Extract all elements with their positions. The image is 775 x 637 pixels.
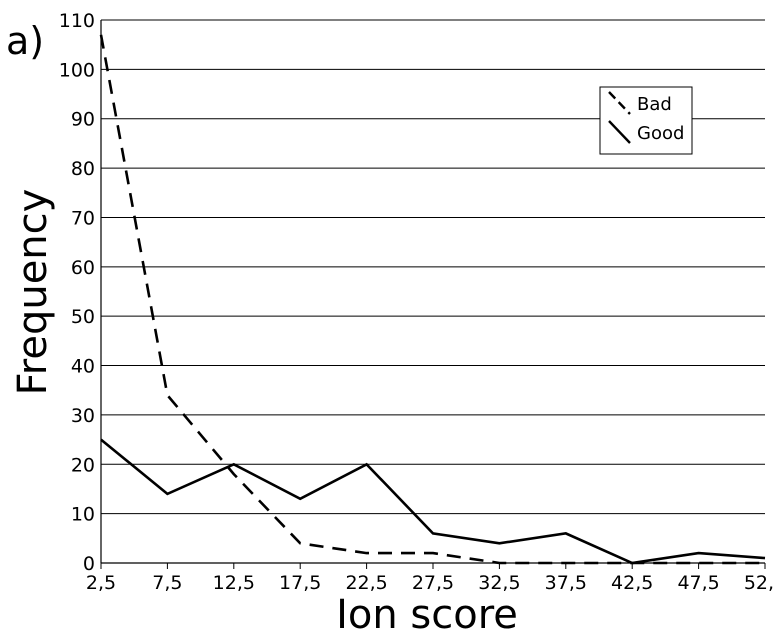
y-tick-label: 80 — [71, 158, 95, 180]
y-tick-label: 40 — [71, 356, 95, 378]
x-tick-label: 52,5 — [744, 572, 775, 594]
x-axis-title: Ion score — [336, 592, 518, 637]
y-tick-label: 90 — [71, 109, 95, 131]
legend-swatch-bad — [608, 91, 631, 115]
legend-label-good: Good — [637, 123, 684, 144]
x-tick-label: 27,5 — [412, 572, 454, 594]
y-tick-label: 30 — [71, 405, 95, 427]
y-tick-labels: 0 10 20 30 40 50 60 70 80 90 100 110 — [59, 10, 95, 575]
legend: Bad Good — [599, 86, 693, 155]
x-tick-label: 42,5 — [611, 572, 653, 594]
x-tick-label: 2,5 — [86, 572, 116, 594]
y-tick-label: 10 — [71, 504, 95, 526]
series-line-bad — [99, 34, 765, 565]
y-tick-label: 100 — [59, 59, 95, 81]
y-tick-label: 0 — [83, 553, 95, 575]
y-tick-label: 110 — [59, 10, 95, 32]
series-lines — [99, 34, 766, 565]
x-tick-label: 32,5 — [478, 572, 520, 594]
x-tick-label: 17,5 — [279, 572, 321, 594]
legend-swatch-good — [608, 120, 631, 144]
y-tick-label: 20 — [71, 454, 95, 476]
y-tick-label: 60 — [71, 257, 95, 279]
legend-label-bad: Bad — [637, 94, 672, 115]
x-tick-label: 22,5 — [345, 572, 387, 594]
x-tick-label: 37,5 — [545, 572, 587, 594]
series-line-good — [100, 438, 766, 565]
y-tick-label: 50 — [71, 306, 95, 328]
y-axis-title: Frequency — [10, 189, 56, 396]
panel-label: a) — [6, 19, 44, 63]
x-tick-label: 12,5 — [213, 572, 255, 594]
x-tick-label: 7,5 — [152, 572, 182, 594]
x-tick-label: 47,5 — [677, 572, 719, 594]
x-tick-labels: 2,5 7,5 12,5 17,5 22,5 27,5 32,5 37,5 42,5 47,5 52… — [86, 563, 775, 594]
y-tick-label: 70 — [71, 207, 95, 229]
